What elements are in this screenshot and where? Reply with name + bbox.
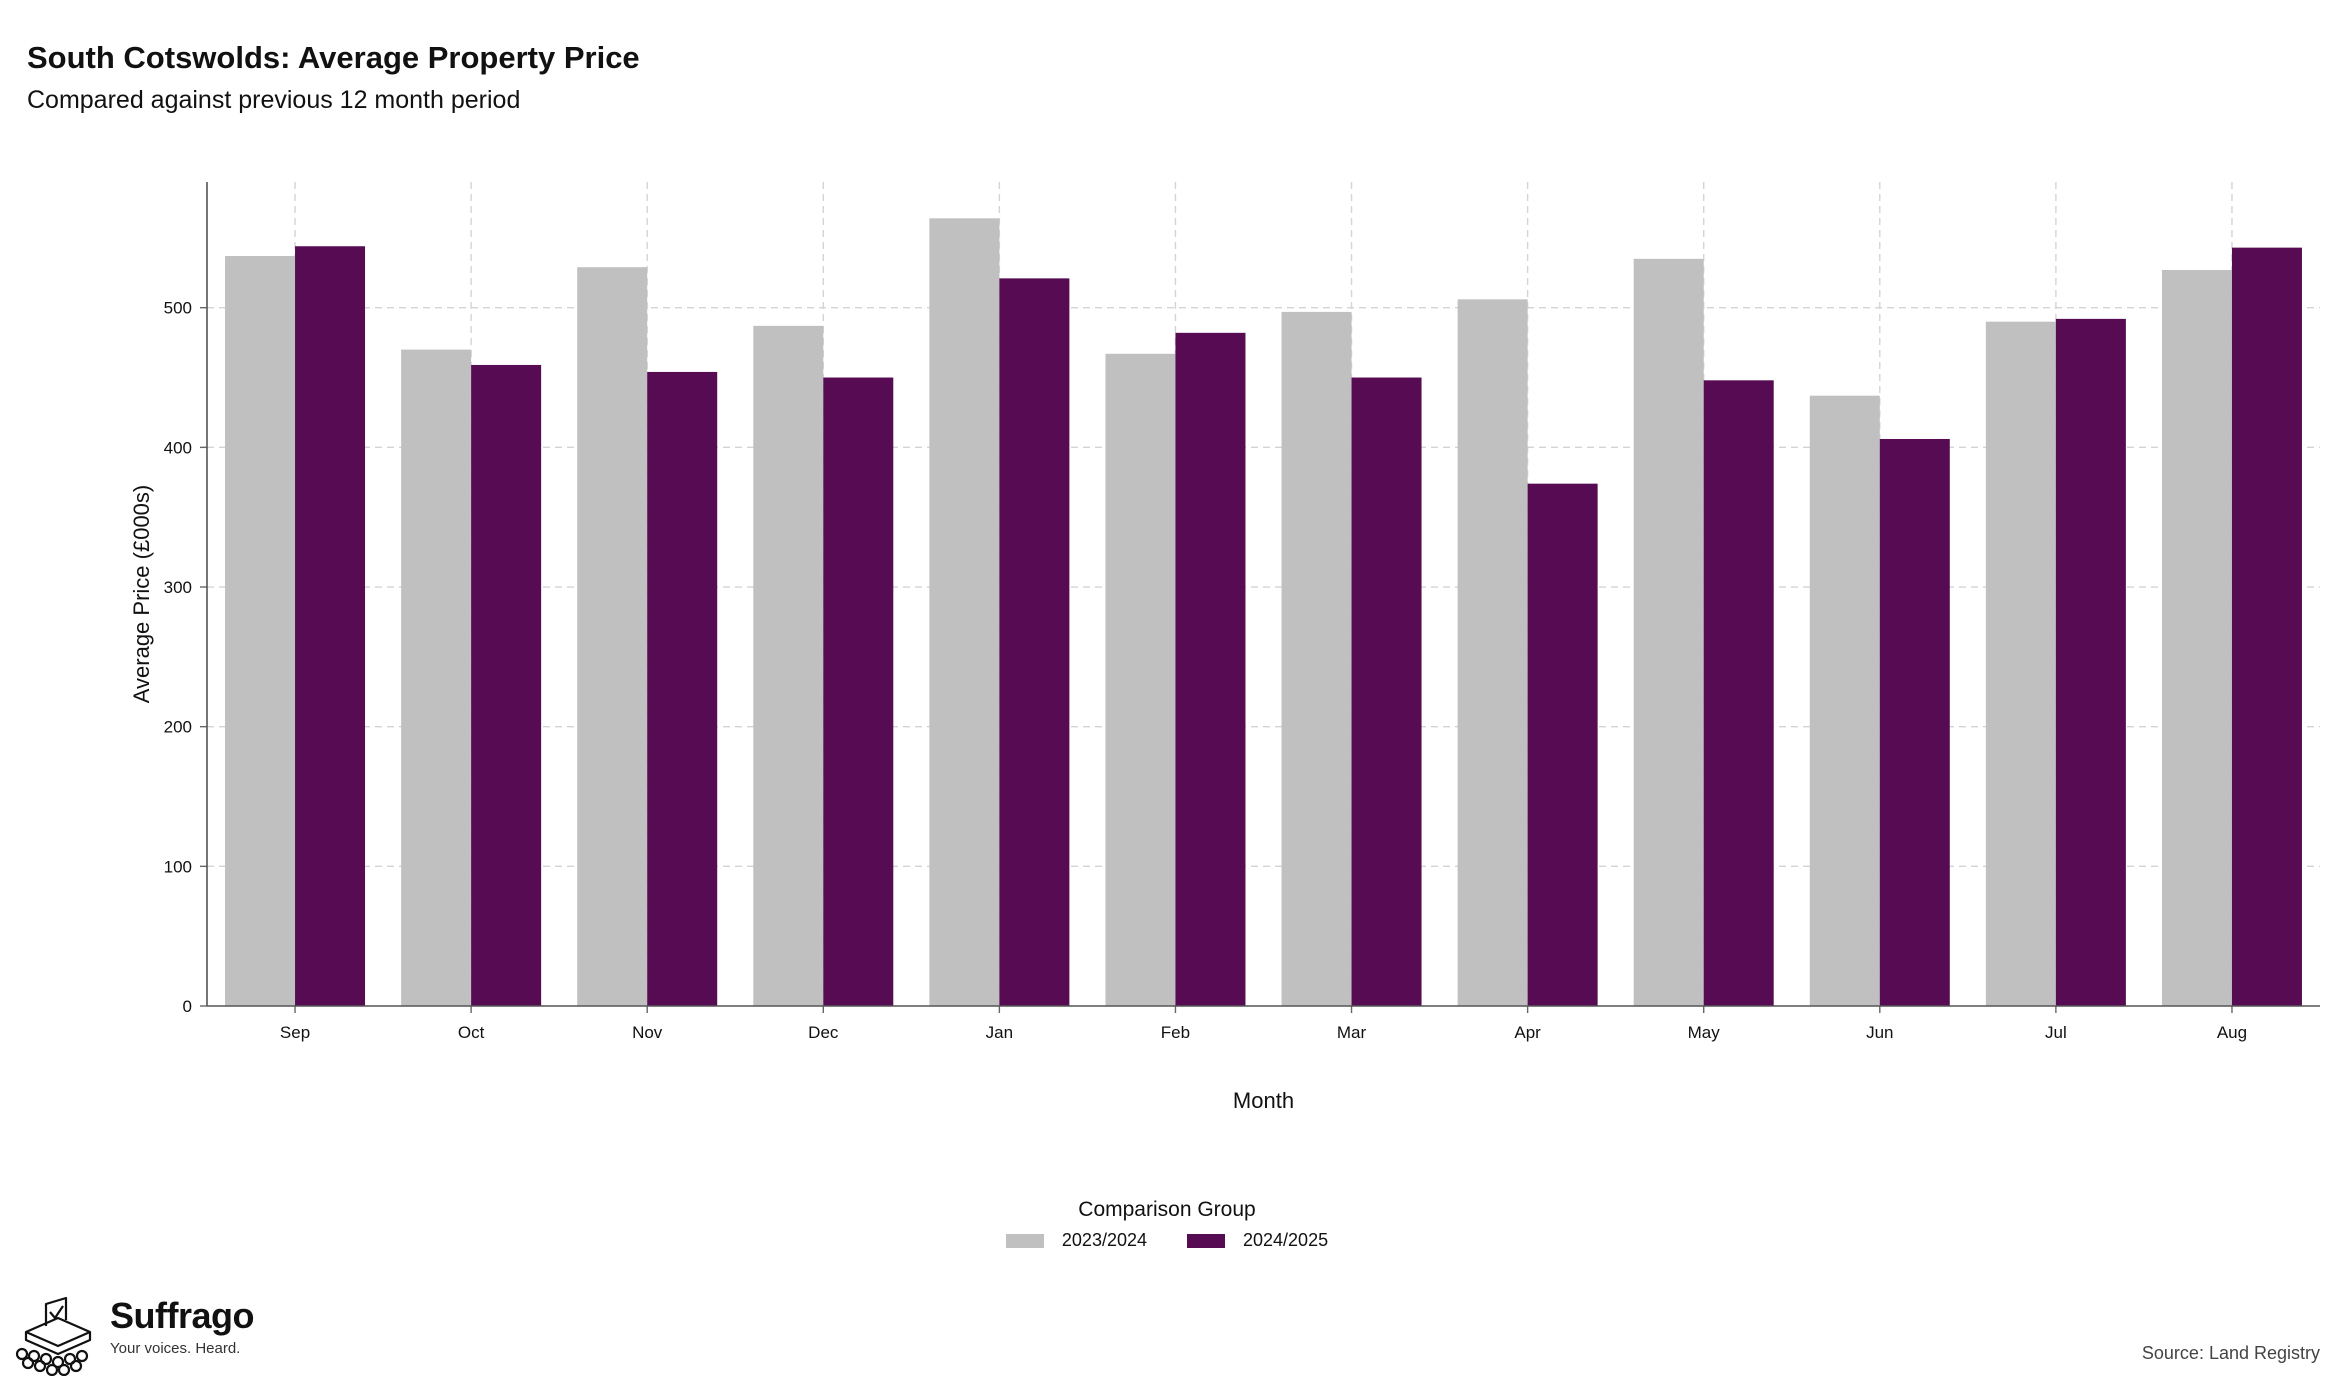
x-tick-label: Dec bbox=[808, 1023, 839, 1042]
bar-2023-2024-jun bbox=[1809, 395, 1880, 1006]
legend-item-2023-2024: 2023/2024 bbox=[1005, 1230, 1147, 1251]
ballot-box-icon bbox=[14, 1296, 102, 1381]
bar-2023-2024-nov bbox=[577, 267, 648, 1006]
bars bbox=[225, 218, 2302, 1007]
legend-swatch bbox=[1187, 1233, 1225, 1248]
x-tick-label: Apr bbox=[1514, 1023, 1541, 1042]
bar-2024-2025-feb bbox=[1175, 332, 1246, 1007]
bar-2024-2025-jul bbox=[2055, 318, 2126, 1006]
bar-2024-2025-aug bbox=[2231, 247, 2302, 1006]
legend-item-2024-2025: 2024/2025 bbox=[1187, 1230, 1328, 1251]
bar-2023-2024-jan bbox=[929, 218, 1000, 1006]
x-tick-label: Feb bbox=[1161, 1023, 1190, 1042]
x-tick-label: Mar bbox=[1337, 1023, 1367, 1042]
bar-2023-2024-may bbox=[1633, 258, 1704, 1006]
x-tick-label: Aug bbox=[2217, 1023, 2247, 1042]
y-tick-label: 500 bbox=[164, 299, 192, 318]
bar-2024-2025-dec bbox=[823, 377, 894, 1007]
x-tick-label: May bbox=[1688, 1023, 1721, 1042]
x-tick-label: Sep bbox=[280, 1023, 310, 1042]
axes bbox=[200, 182, 2320, 1013]
bar-2023-2024-feb bbox=[1105, 353, 1176, 1006]
legend-swatch bbox=[1005, 1233, 1044, 1248]
bar-2023-2024-apr bbox=[1457, 299, 1528, 1006]
x-tick-label: Jun bbox=[1866, 1023, 1893, 1042]
bar-2023-2024-aug bbox=[2161, 269, 2232, 1006]
y-tick-label: 400 bbox=[164, 438, 192, 457]
tick-labels: 0 100 200 300 400 500 Sep Oct Nov Dec Jan Feb Mar Apr… bbox=[164, 299, 2247, 1042]
logo-name: Suffrago bbox=[110, 1295, 255, 1336]
source-note: Source: Land Registry bbox=[2141, 1343, 2320, 1363]
bar-2023-2024-oct bbox=[401, 349, 472, 1006]
legend-label: 2024/2025 bbox=[1243, 1230, 1329, 1250]
logo-tagline: Your voices. Heard. bbox=[110, 1340, 241, 1357]
bar-2024-2025-apr bbox=[1527, 483, 1598, 1006]
bar-2023-2024-dec bbox=[753, 325, 824, 1007]
bar-2024-2025-nov bbox=[647, 371, 718, 1007]
bar-2023-2024-mar bbox=[1281, 311, 1352, 1006]
x-tick-label: Jul bbox=[2045, 1023, 2067, 1042]
y-tick-label: 200 bbox=[164, 718, 192, 737]
bar-2024-2025-jan bbox=[999, 278, 1070, 1006]
y-tick-label: 0 bbox=[183, 997, 192, 1016]
bar-2023-2024-sep bbox=[225, 256, 296, 1006]
bar-2024-2025-sep bbox=[295, 246, 366, 1006]
legend-title: Comparison Group bbox=[1078, 1198, 1256, 1221]
y-tick-label: 300 bbox=[164, 578, 192, 597]
bar-2023-2024-jul bbox=[1985, 321, 2056, 1006]
x-tick-label: Oct bbox=[458, 1023, 485, 1042]
y-axis-title: Average Price (£000s) bbox=[129, 485, 154, 704]
y-tick-label: 100 bbox=[164, 857, 192, 876]
legend-items: 2023/2024 2024/2025 bbox=[1005, 1230, 1328, 1251]
legend-label: 2023/2024 bbox=[1061, 1230, 1147, 1250]
legend: Comparison Group 2023/2024 2024/2025 bbox=[0, 1198, 2334, 1253]
suffrago-logo: Suffrago Your voices. Heard. bbox=[14, 1295, 255, 1381]
chart-title: South Cotswolds: Average Property Price bbox=[27, 40, 640, 75]
bar-2024-2025-may bbox=[1703, 380, 1774, 1007]
bar-chart: 0 100 200 300 400 500 Sep Oct Nov Dec Jan Feb Mar Apr… bbox=[129, 182, 2320, 1113]
bar-2024-2025-mar bbox=[1351, 377, 1422, 1007]
x-tick-label: Jan bbox=[986, 1023, 1013, 1042]
bar-2024-2025-oct bbox=[471, 364, 542, 1006]
x-axis-title: Month bbox=[1233, 1088, 1294, 1113]
bar-2024-2025-jun bbox=[1879, 438, 1950, 1006]
chart-subtitle: Compared against previous 12 month perio… bbox=[27, 86, 521, 114]
x-tick-label: Nov bbox=[632, 1023, 663, 1042]
